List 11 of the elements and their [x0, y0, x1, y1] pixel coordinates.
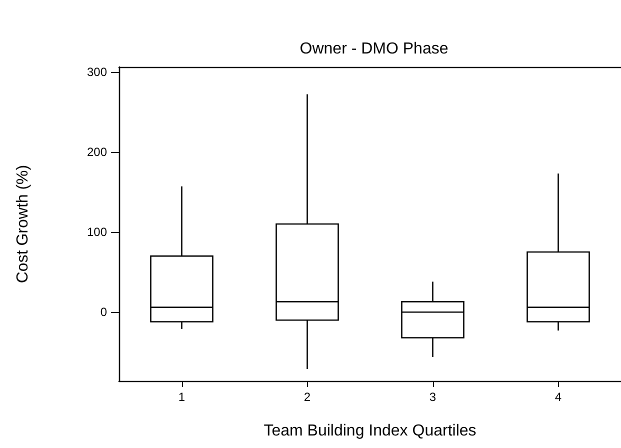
x-tick-label: 1 — [178, 390, 186, 404]
x-axis-title: Team Building Index Quartiles — [264, 422, 476, 440]
x-tick-label: 3 — [429, 390, 436, 404]
x-tick-label: 2 — [304, 390, 311, 404]
y-tick-label: 0 — [100, 305, 108, 320]
chart-title: Owner - DMO Phase — [300, 40, 448, 58]
y-tick-label: 200 — [86, 144, 108, 159]
x-tick-label: 4 — [554, 390, 562, 404]
y-tick-label: 300 — [86, 64, 108, 79]
y-tick-label: 100 — [86, 225, 108, 240]
y-axis-title: Cost Growth (%) — [14, 164, 32, 284]
